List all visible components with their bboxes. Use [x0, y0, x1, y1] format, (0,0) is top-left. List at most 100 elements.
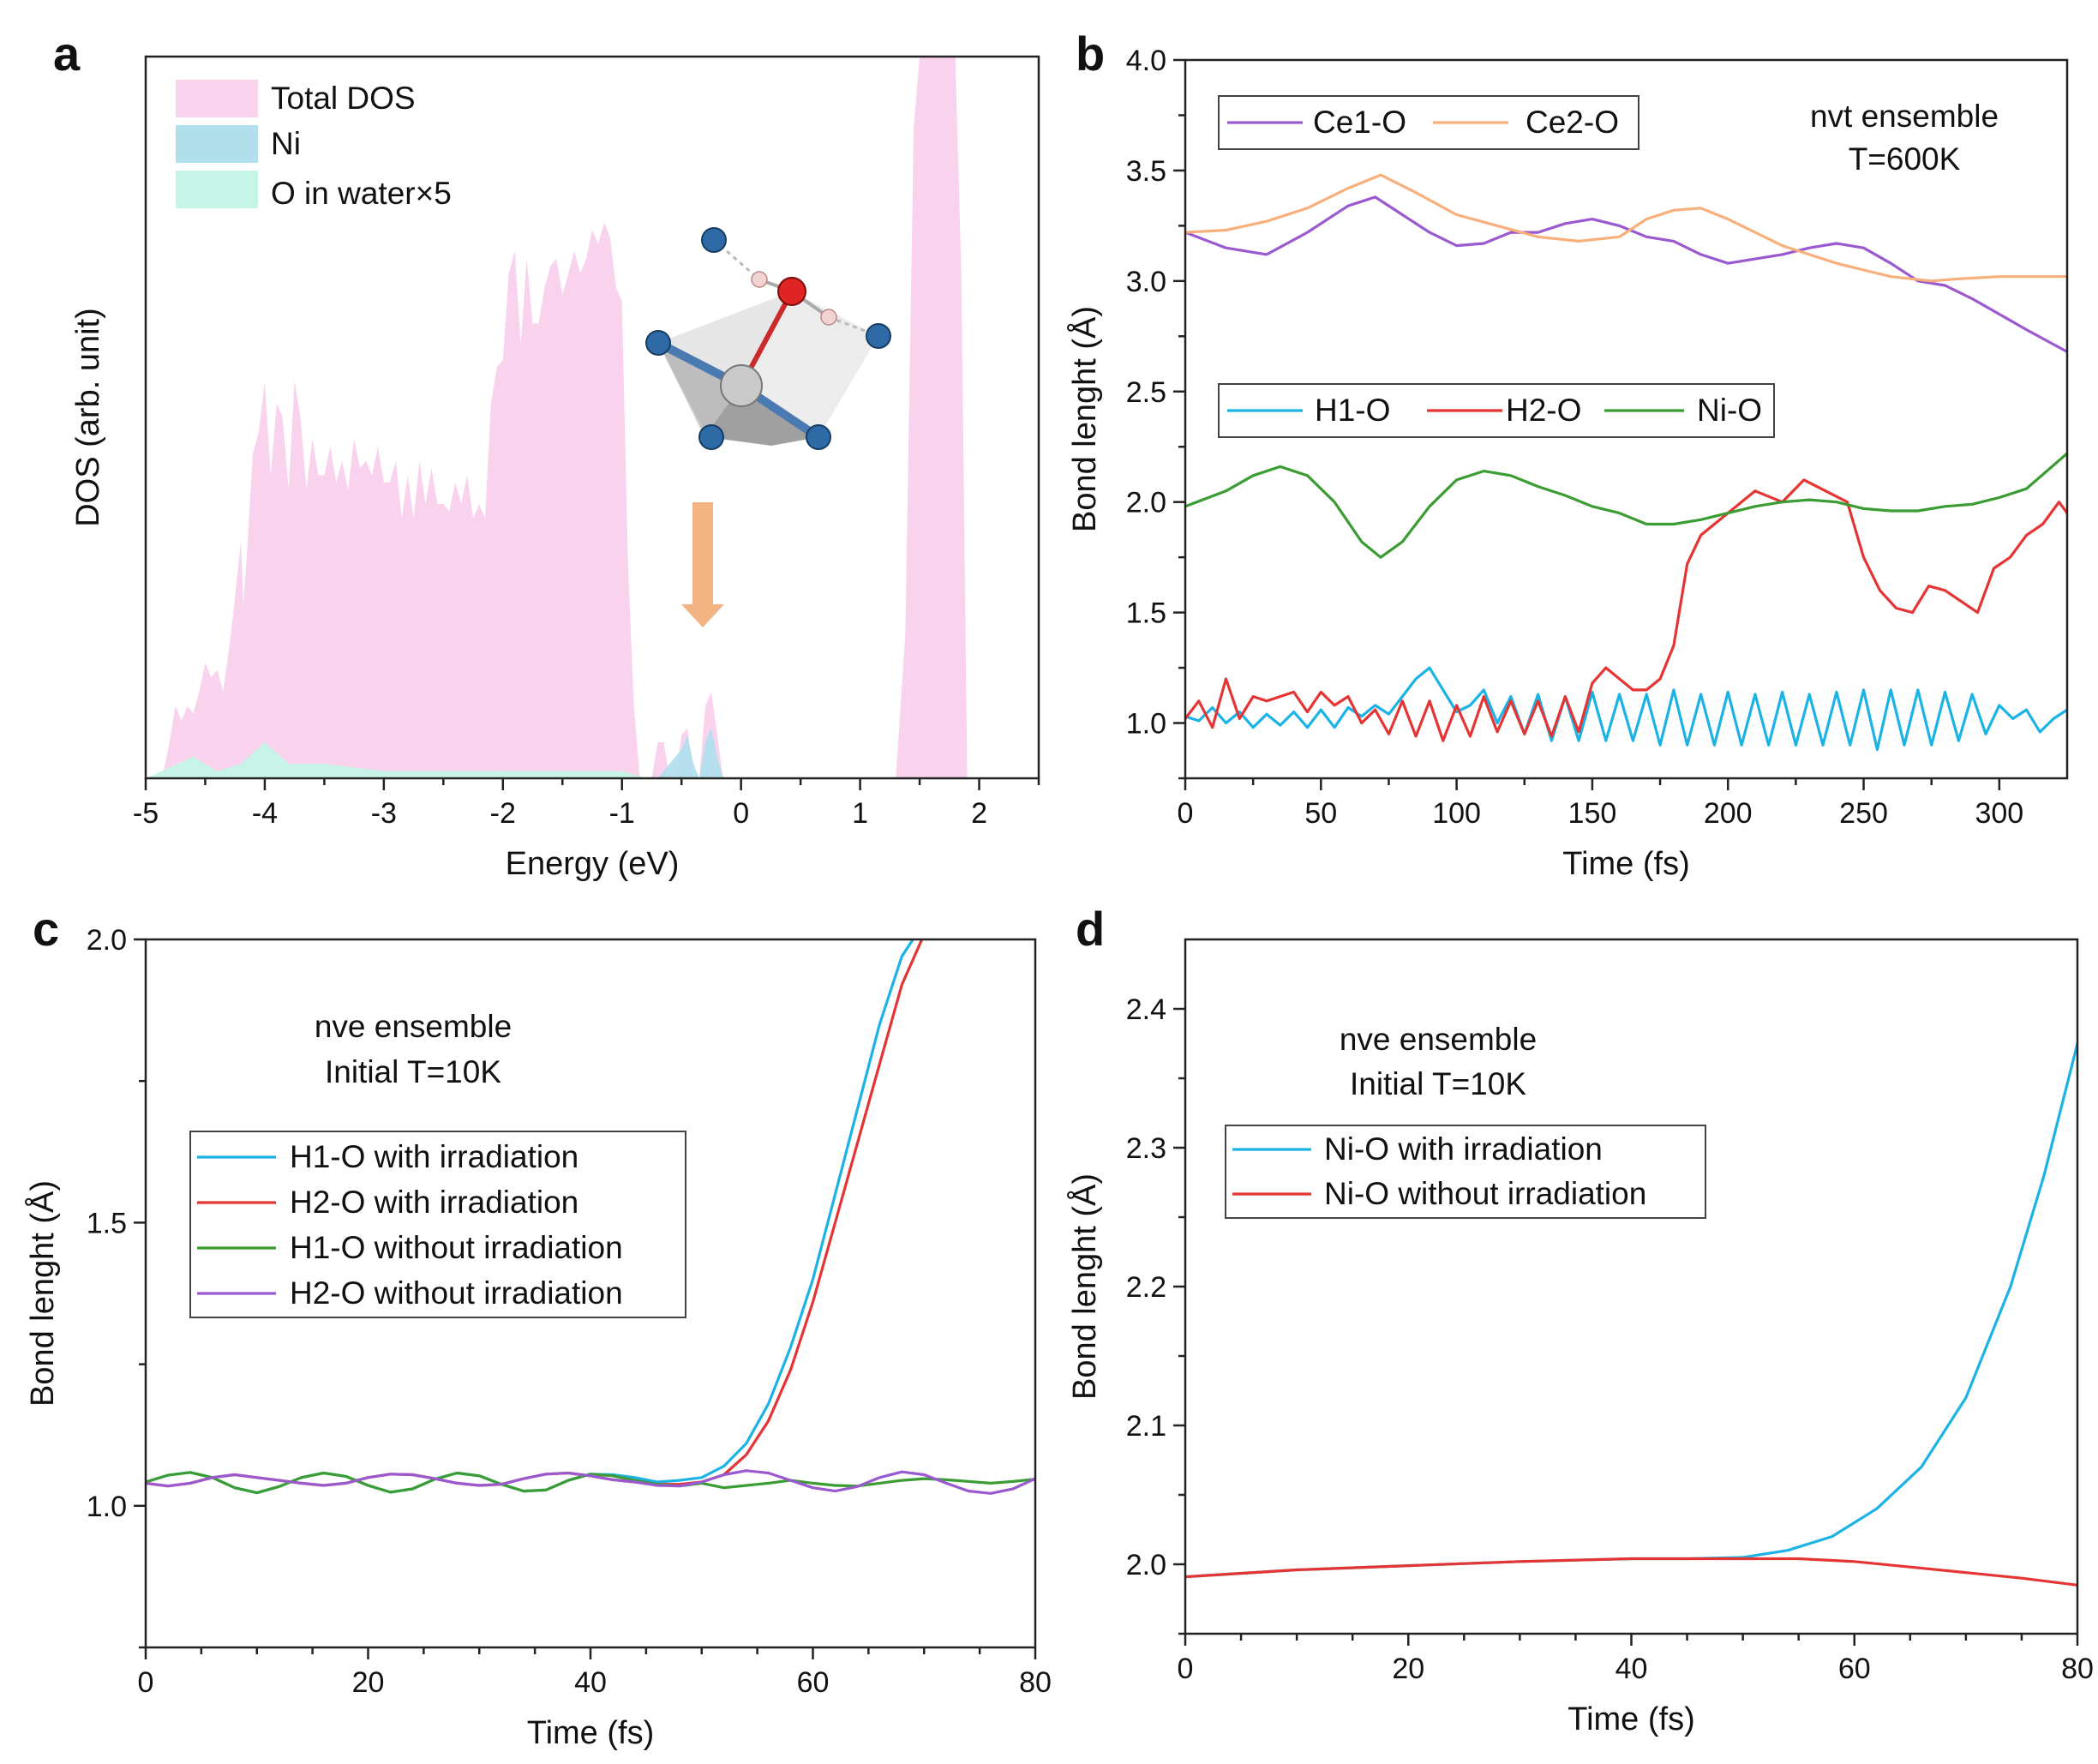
molecule-structure-illustration — [645, 227, 891, 450]
x-tick-label: 20 — [352, 1666, 385, 1699]
legend-label-ni: Ni — [271, 126, 301, 161]
x-tick-label: 0 — [733, 797, 749, 830]
y-tick-label: 4.0 — [1126, 45, 1166, 77]
x-tick-label: 40 — [574, 1666, 607, 1699]
orange-down-arrow-icon — [681, 502, 724, 627]
panel-b-legend-top: Ce1-O Ce2-O — [1218, 95, 1639, 150]
panel-b-annotation-line1: nvt ensemble — [1810, 99, 1999, 134]
x-axis-title: Energy (eV) — [506, 846, 680, 882]
legend-label-ni-o: Ni-O — [1697, 393, 1762, 428]
series-line-ce2-o — [1185, 173, 2067, 283]
y-axis-title: DOS (arb. unit) — [70, 308, 106, 527]
y-axis-title: Bond lenght (Å) — [1065, 1173, 1103, 1400]
panel-letter-c: c — [33, 902, 59, 956]
x-tick-label: 0 — [1178, 797, 1194, 830]
y-tick-label: 2.1 — [1126, 1410, 1166, 1443]
x-tick-label: 100 — [1432, 797, 1481, 830]
x-tick-label: -4 — [252, 797, 278, 830]
series-line-h2-o-without-irradiation — [146, 1469, 1035, 1495]
x-tick-label: 0 — [1178, 1653, 1194, 1685]
panel-letter-a: a — [53, 27, 81, 81]
legend-label-h2-o-with-irradiation: H2-O with irradiation — [290, 1185, 578, 1220]
legend-label-h1-o: H1-O — [1315, 393, 1390, 428]
panel-b-axes: 0 50 100 150 200 250 300 1.0 1.5 2.0 2.5 3.0 3.5 4.0 T… — [1065, 45, 2069, 882]
panel-d-lines — [1185, 1041, 2077, 1587]
legend-label-ni-o-without-irradiation: Ni-O without irradiation — [1324, 1176, 1646, 1211]
legend-label-o-in-water: O in water×5 — [271, 176, 452, 211]
x-tick-label: 50 — [1304, 797, 1337, 830]
panel-d-annotation-line1: nve ensemble — [1340, 1022, 1537, 1057]
legend-label-h2-o: H2-O — [1506, 393, 1581, 428]
series-line-h2-o — [1185, 478, 2067, 742]
panel-letter-d: d — [1076, 902, 1105, 956]
x-axis-title: Time (fs) — [1568, 1701, 1694, 1737]
panel-b-legend-bottom: H1-O H2-O Ni-O — [1218, 383, 1775, 438]
panel-a-legend: Total DOS Ni O in water×5 — [176, 80, 452, 211]
series-line-h1-o — [1185, 666, 2067, 752]
x-tick-label: 80 — [1019, 1666, 1052, 1699]
panel-b-lines — [1185, 173, 2067, 752]
dos-area-total-dos — [151, 57, 980, 778]
legend-label-total-dos: Total DOS — [271, 81, 416, 116]
dos-area-o-in-water-5 — [146, 741, 646, 778]
y-tick-label: 2.2 — [1126, 1271, 1166, 1304]
y-tick-label: 1.0 — [87, 1491, 127, 1523]
series-line-ni-o-with-irradiation — [1185, 1041, 2077, 1579]
series-line-ni-o-without-irradiation — [1185, 1557, 2077, 1587]
panel-b-nvt-plot: 0 50 100 150 200 250 300 1.0 1.5 2.0 2.5 3.0 3.5 4.0 T… — [1065, 45, 2069, 882]
legend-label-h1-o-without-irradiation: H1-O without irradiation — [290, 1230, 623, 1265]
y-tick-label: 2.0 — [1126, 487, 1166, 519]
panel-c-legend: H1-O with irradiation H2-O with irradiat… — [189, 1131, 686, 1318]
y-tick-label: 1.0 — [1126, 708, 1166, 741]
panel-a-axes: -5 -4 -3 -2 -1 0 1 2 Energy (eV) DOS (arb. unit) — [70, 55, 1040, 882]
panel-letter-b: b — [1076, 27, 1105, 81]
panel-d-legend: Ni-O with irradiation Ni-O without irrad… — [1225, 1125, 1706, 1219]
legend-label-h1-o-with-irradiation: H1-O with irradiation — [290, 1139, 578, 1174]
dos-area-ni — [657, 728, 723, 778]
series-line-h1-o-without-irradiation — [146, 1471, 1035, 1495]
x-tick-label: -2 — [490, 797, 516, 830]
panel-c-nve-plot: 0 20 40 60 80 1.0 1.5 2.0 Time (fs) Bond lenght (… — [23, 924, 1052, 1751]
plot-frame — [1184, 58, 2069, 780]
x-tick-label: -5 — [133, 797, 159, 830]
panel-d-annotation-line2: Initial T=10K — [1350, 1066, 1526, 1101]
y-tick-label: 2.4 — [1126, 993, 1166, 1026]
dos-areas — [146, 57, 980, 778]
x-tick-label: 250 — [1839, 797, 1888, 830]
y-tick-label: 3.0 — [1126, 266, 1166, 298]
y-tick-label: 3.5 — [1126, 155, 1166, 188]
x-tick-label: 60 — [1838, 1653, 1871, 1685]
y-tick-label: 2.0 — [87, 924, 127, 957]
legend-label-h2-o-without-irradiation: H2-O without irradiation — [290, 1275, 623, 1311]
x-tick-label: 2 — [971, 797, 987, 830]
panel-c-axes: 0 20 40 60 80 1.0 1.5 2.0 Time (fs) Bond lenght (… — [23, 924, 1052, 1751]
x-tick-label: 300 — [1975, 797, 2023, 830]
y-axis-title: Bond lenght (Å) — [1065, 306, 1103, 532]
panel-d-nve-plot: 0 20 40 60 80 2.0 2.1 2.2 2.3 2.4 Time (fs) Bond le… — [1065, 938, 2094, 1737]
legend-label-ni-o-with-irradiation: Ni-O with irradiation — [1324, 1131, 1603, 1167]
panel-c-annotation-line2: Initial T=10K — [325, 1054, 501, 1089]
legend-label-ce2-o: Ce2-O — [1526, 105, 1619, 140]
series-line-ce1-o — [1185, 195, 2067, 353]
plot-frame — [144, 55, 1040, 780]
y-tick-label: 1.5 — [87, 1207, 127, 1239]
x-axis-title: Time (fs) — [527, 1715, 654, 1751]
x-tick-label: 60 — [797, 1666, 830, 1699]
legend-swatch-o-in-water — [176, 171, 258, 208]
panel-d-axes: 0 20 40 60 80 2.0 2.1 2.2 2.3 2.4 Time (fs) Bond le… — [1065, 938, 2094, 1737]
x-tick-label: 200 — [1704, 797, 1753, 830]
y-tick-label: 2.5 — [1126, 376, 1166, 409]
panel-b-annotation-line2: T=600K — [1849, 141, 1961, 177]
plot-frame — [1184, 938, 2079, 1635]
x-tick-label: 150 — [1568, 797, 1617, 830]
x-tick-label: 40 — [1615, 1653, 1648, 1685]
x-tick-label: 0 — [138, 1666, 154, 1699]
x-tick-label: -3 — [371, 797, 397, 830]
series-line-ni-o — [1185, 452, 2067, 559]
x-tick-label: -1 — [609, 797, 635, 830]
x-tick-label: 1 — [852, 797, 868, 830]
y-axis-title: Bond lenght (Å) — [23, 1180, 61, 1407]
legend-swatch-total-dos — [176, 80, 258, 117]
